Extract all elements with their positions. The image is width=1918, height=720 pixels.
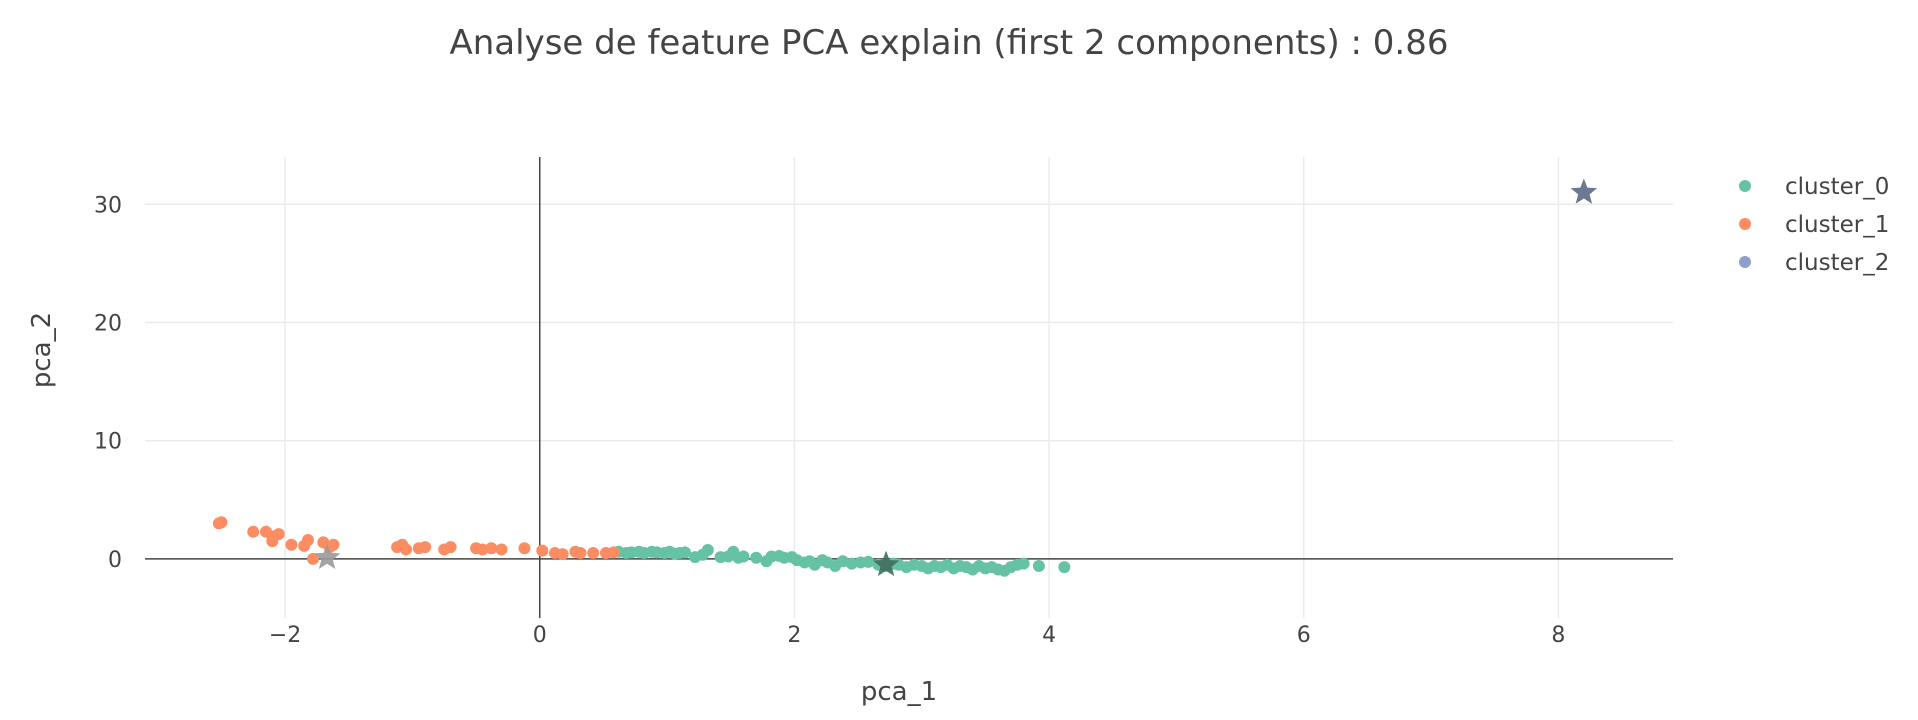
data-point-cluster_1 xyxy=(518,542,531,555)
legend-item-cluster_1[interactable]: cluster_1 xyxy=(1739,212,1889,238)
legend[interactable]: cluster_0 cluster_1 cluster_2 xyxy=(1739,174,1889,276)
legend-item-cluster_2[interactable]: cluster_2 xyxy=(1739,250,1889,276)
data-point-cluster_0 xyxy=(1017,557,1030,570)
data-point-cluster_1 xyxy=(444,541,457,554)
data-point-cluster_0 xyxy=(1032,559,1045,572)
data-point-cluster_1 xyxy=(476,543,489,556)
points-layer xyxy=(212,516,1071,577)
data-point-cluster_1 xyxy=(212,517,225,530)
data-point-cluster_1 xyxy=(307,552,320,565)
data-point-cluster_1 xyxy=(301,533,314,546)
x-axis-label: pca_1 xyxy=(861,677,937,707)
data-point-cluster_1 xyxy=(247,525,260,538)
grid-layer xyxy=(145,157,1673,618)
chart-title: Analyse de feature PCA explain (first 2 … xyxy=(450,23,1449,63)
data-point-cluster_0 xyxy=(678,546,691,559)
data-point-cluster_1 xyxy=(607,546,620,559)
data-point-cluster_1 xyxy=(587,546,600,559)
y-tick-label: 10 xyxy=(94,430,122,455)
data-point-cluster_0 xyxy=(845,557,858,570)
data-point-cluster_1 xyxy=(485,542,498,555)
data-point-cluster_0 xyxy=(1058,561,1071,574)
data-point-cluster_1 xyxy=(400,543,413,556)
data-point-cluster_1 xyxy=(556,548,569,561)
legend-label: cluster_2 xyxy=(1785,250,1889,276)
x-tick-label: 6 xyxy=(1297,623,1311,648)
x-tick-label: −2 xyxy=(269,623,301,648)
y-tick-label: 30 xyxy=(94,193,122,218)
centroids-layer xyxy=(313,178,1598,577)
axes-layer xyxy=(145,157,1673,618)
data-point-cluster_1 xyxy=(536,544,549,557)
x-tick-label: 2 xyxy=(787,623,801,648)
data-point-cluster_1 xyxy=(495,543,508,556)
centroid-star-icon xyxy=(1570,178,1598,204)
centroid-star-icon xyxy=(313,543,341,570)
legend-marker-icon xyxy=(1739,180,1751,192)
data-point-cluster_0 xyxy=(701,544,714,557)
x-tick-label: 0 xyxy=(533,623,547,648)
legend-label: cluster_1 xyxy=(1785,212,1889,238)
data-point-cluster_1 xyxy=(419,541,432,554)
data-point-cluster_1 xyxy=(266,535,279,548)
data-point-cluster_1 xyxy=(285,538,298,551)
legend-marker-icon xyxy=(1739,256,1751,268)
y-axis-label: pca_2 xyxy=(27,312,57,388)
y-tick-label: 0 xyxy=(108,548,122,573)
data-point-cluster_0 xyxy=(737,550,750,563)
y-tick-label: 20 xyxy=(94,311,122,336)
data-point-cluster_0 xyxy=(862,555,875,568)
data-point-cluster_1 xyxy=(574,546,587,559)
legend-label: cluster_0 xyxy=(1785,174,1889,200)
x-tick-label: 4 xyxy=(1042,623,1056,648)
centroid-star-icon xyxy=(872,550,900,577)
data-point-cluster_1 xyxy=(327,538,340,551)
legend-item-cluster_0[interactable]: cluster_0 xyxy=(1739,174,1889,200)
ticks-layer: −2 0 2 4 6 8 0 10 20 30 xyxy=(94,193,1565,648)
x-tick-label: 8 xyxy=(1551,623,1565,648)
legend-marker-icon xyxy=(1739,218,1751,230)
data-point-cluster_0 xyxy=(750,551,763,564)
